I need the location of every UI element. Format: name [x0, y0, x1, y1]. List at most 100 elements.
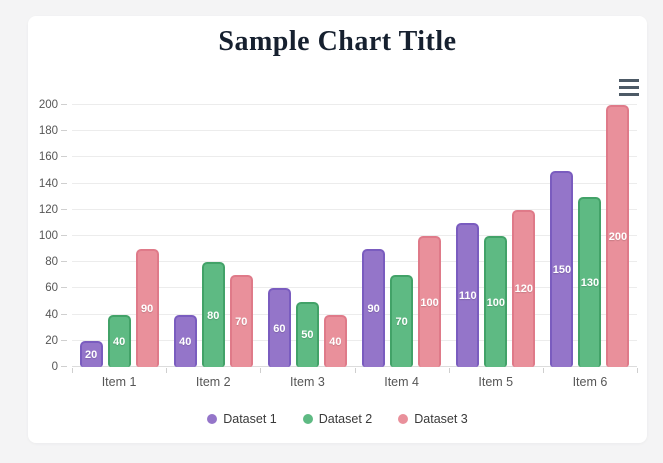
bar-value-label: 130 — [580, 276, 600, 289]
bar-value-label: 40 — [179, 335, 192, 348]
legend-dot-icon — [398, 414, 409, 424]
y-axis-tick — [61, 104, 67, 105]
bar-value-label: 90 — [140, 303, 154, 316]
bar[interactable]: 50 — [295, 301, 319, 367]
bar[interactable]: 130 — [578, 196, 602, 367]
bar[interactable]: 60 — [267, 288, 291, 367]
x-axis-category-label: Item 1 — [101, 375, 137, 389]
hamburger-bar — [619, 79, 639, 82]
y-axis-tick — [61, 156, 67, 158]
x-axis-tick — [448, 368, 450, 373]
legend-dot-icon — [302, 414, 313, 424]
gridline — [72, 182, 637, 184]
bar-value-label: 40 — [112, 335, 126, 348]
gridline — [72, 313, 637, 315]
legend-item[interactable]: Dataset 3 — [398, 412, 468, 426]
legend-item[interactable]: Dataset 1 — [207, 412, 277, 426]
legend-label: Dataset 1 — [223, 412, 277, 426]
gridline — [72, 156, 637, 158]
gridline — [72, 208, 637, 210]
legend-item[interactable]: Dataset 2 — [302, 412, 373, 426]
y-axis-tick — [61, 208, 67, 210]
bar[interactable]: 90 — [362, 249, 386, 367]
bar[interactable]: 80 — [201, 262, 225, 367]
x-axis-category-label: Item 3 — [290, 375, 325, 389]
gridline — [72, 339, 637, 341]
chart-card: Sample Chart Title 0 20 40 60 80 100 120 140 160… — [28, 16, 647, 443]
gridline — [72, 366, 637, 367]
x-axis-tick — [166, 368, 168, 373]
bar[interactable]: 40 — [173, 314, 197, 367]
bar[interactable]: 90 — [135, 249, 159, 367]
bar-group: 40 80 70 — [166, 105, 260, 367]
gridline — [72, 287, 637, 289]
y-axis-tick — [61, 366, 67, 367]
x-axis-category-label: Item 4 — [384, 375, 419, 389]
y-axis-tick — [61, 235, 67, 236]
x-axis-category-label: Item 2 — [195, 375, 231, 389]
x-axis-tick — [542, 368, 544, 373]
x-axis-tick — [637, 368, 638, 373]
y-axis-tick — [61, 287, 67, 289]
x-axis-category-label: Item 5 — [478, 375, 514, 389]
bar-value-label: 150 — [552, 263, 572, 276]
x-axis-labels: Item 1 Item 2 Item 3 Item 4 Item 5 Item 6 — [72, 375, 637, 389]
bar[interactable]: 70 — [390, 275, 414, 367]
bar[interactable]: 110 — [456, 222, 480, 367]
gridline — [72, 104, 637, 105]
legend-dot-icon — [207, 414, 218, 424]
bar[interactable]: 150 — [550, 170, 574, 367]
y-axis-tick-label: 80 — [45, 256, 58, 269]
y-axis-tick-label: 0 — [51, 361, 58, 373]
bar-value-label: 60 — [273, 322, 286, 335]
bar-value-label: 90 — [367, 303, 380, 316]
bar[interactable]: 70 — [229, 275, 253, 367]
y-axis-tick — [61, 313, 67, 315]
y-axis-tick — [61, 130, 67, 132]
y-axis-tick-label: 60 — [45, 282, 58, 295]
bar-value-label: 80 — [207, 309, 220, 322]
bar-value-label: 110 — [458, 289, 477, 302]
bar[interactable]: 20 — [79, 340, 103, 367]
chart-title: Sample Chart Title — [218, 26, 457, 57]
y-axis-tick — [61, 339, 67, 341]
bar[interactable]: 200 — [606, 105, 630, 367]
bar-value-label: 50 — [301, 329, 314, 342]
bar-value-label: 200 — [608, 231, 628, 243]
y-axis-tick-label: 40 — [45, 308, 58, 321]
legend: Dataset 1 Dataset 2 Dataset 3 — [28, 412, 647, 426]
bar[interactable]: 100 — [418, 236, 442, 367]
y-axis-tick-label: 140 — [38, 177, 58, 190]
bar-value-label: 70 — [235, 316, 248, 329]
bars-layer: 20 40 90 40 80 70 60 50 40 90 70 100 110 100 120 150 130… — [72, 105, 637, 367]
bar-group: 150 130 200 — [543, 105, 637, 367]
bar[interactable]: 40 — [323, 314, 347, 367]
bar[interactable]: 120 — [512, 209, 536, 367]
hamburger-bar — [619, 93, 639, 96]
hamburger-menu-icon[interactable] — [619, 79, 639, 96]
y-axis-tick-label: 180 — [38, 125, 58, 138]
legend-label: Dataset 2 — [318, 412, 373, 426]
bar-value-label: 100 — [486, 296, 505, 309]
x-axis-tick — [354, 368, 356, 373]
y-axis-tick — [61, 182, 67, 184]
y-axis-tick-label: 20 — [45, 334, 58, 347]
gridline — [72, 235, 637, 236]
bar-value-label: 100 — [420, 296, 439, 309]
bar[interactable]: 100 — [484, 236, 508, 367]
legend-label: Dataset 3 — [414, 412, 468, 426]
bar-group: 60 50 40 — [260, 105, 354, 367]
y-axis-tick — [61, 261, 67, 263]
bar-value-label: 20 — [84, 348, 98, 361]
bar[interactable]: 40 — [107, 314, 131, 367]
y-axis-tick-label: 120 — [38, 203, 58, 216]
bar-value-label: 70 — [395, 316, 408, 329]
y-axis-tick-label: 160 — [38, 151, 58, 164]
plot-area: 0 20 40 60 80 100 120 140 160 180 200 20 40 90 40 80 70… — [39, 99, 638, 373]
x-axis-tick — [260, 368, 262, 373]
gridline — [72, 261, 637, 263]
x-axis-category-label: Item 6 — [572, 375, 608, 389]
bar-value-label: 40 — [329, 335, 342, 348]
gridline — [72, 130, 637, 132]
bar-value-label: 120 — [514, 283, 533, 296]
